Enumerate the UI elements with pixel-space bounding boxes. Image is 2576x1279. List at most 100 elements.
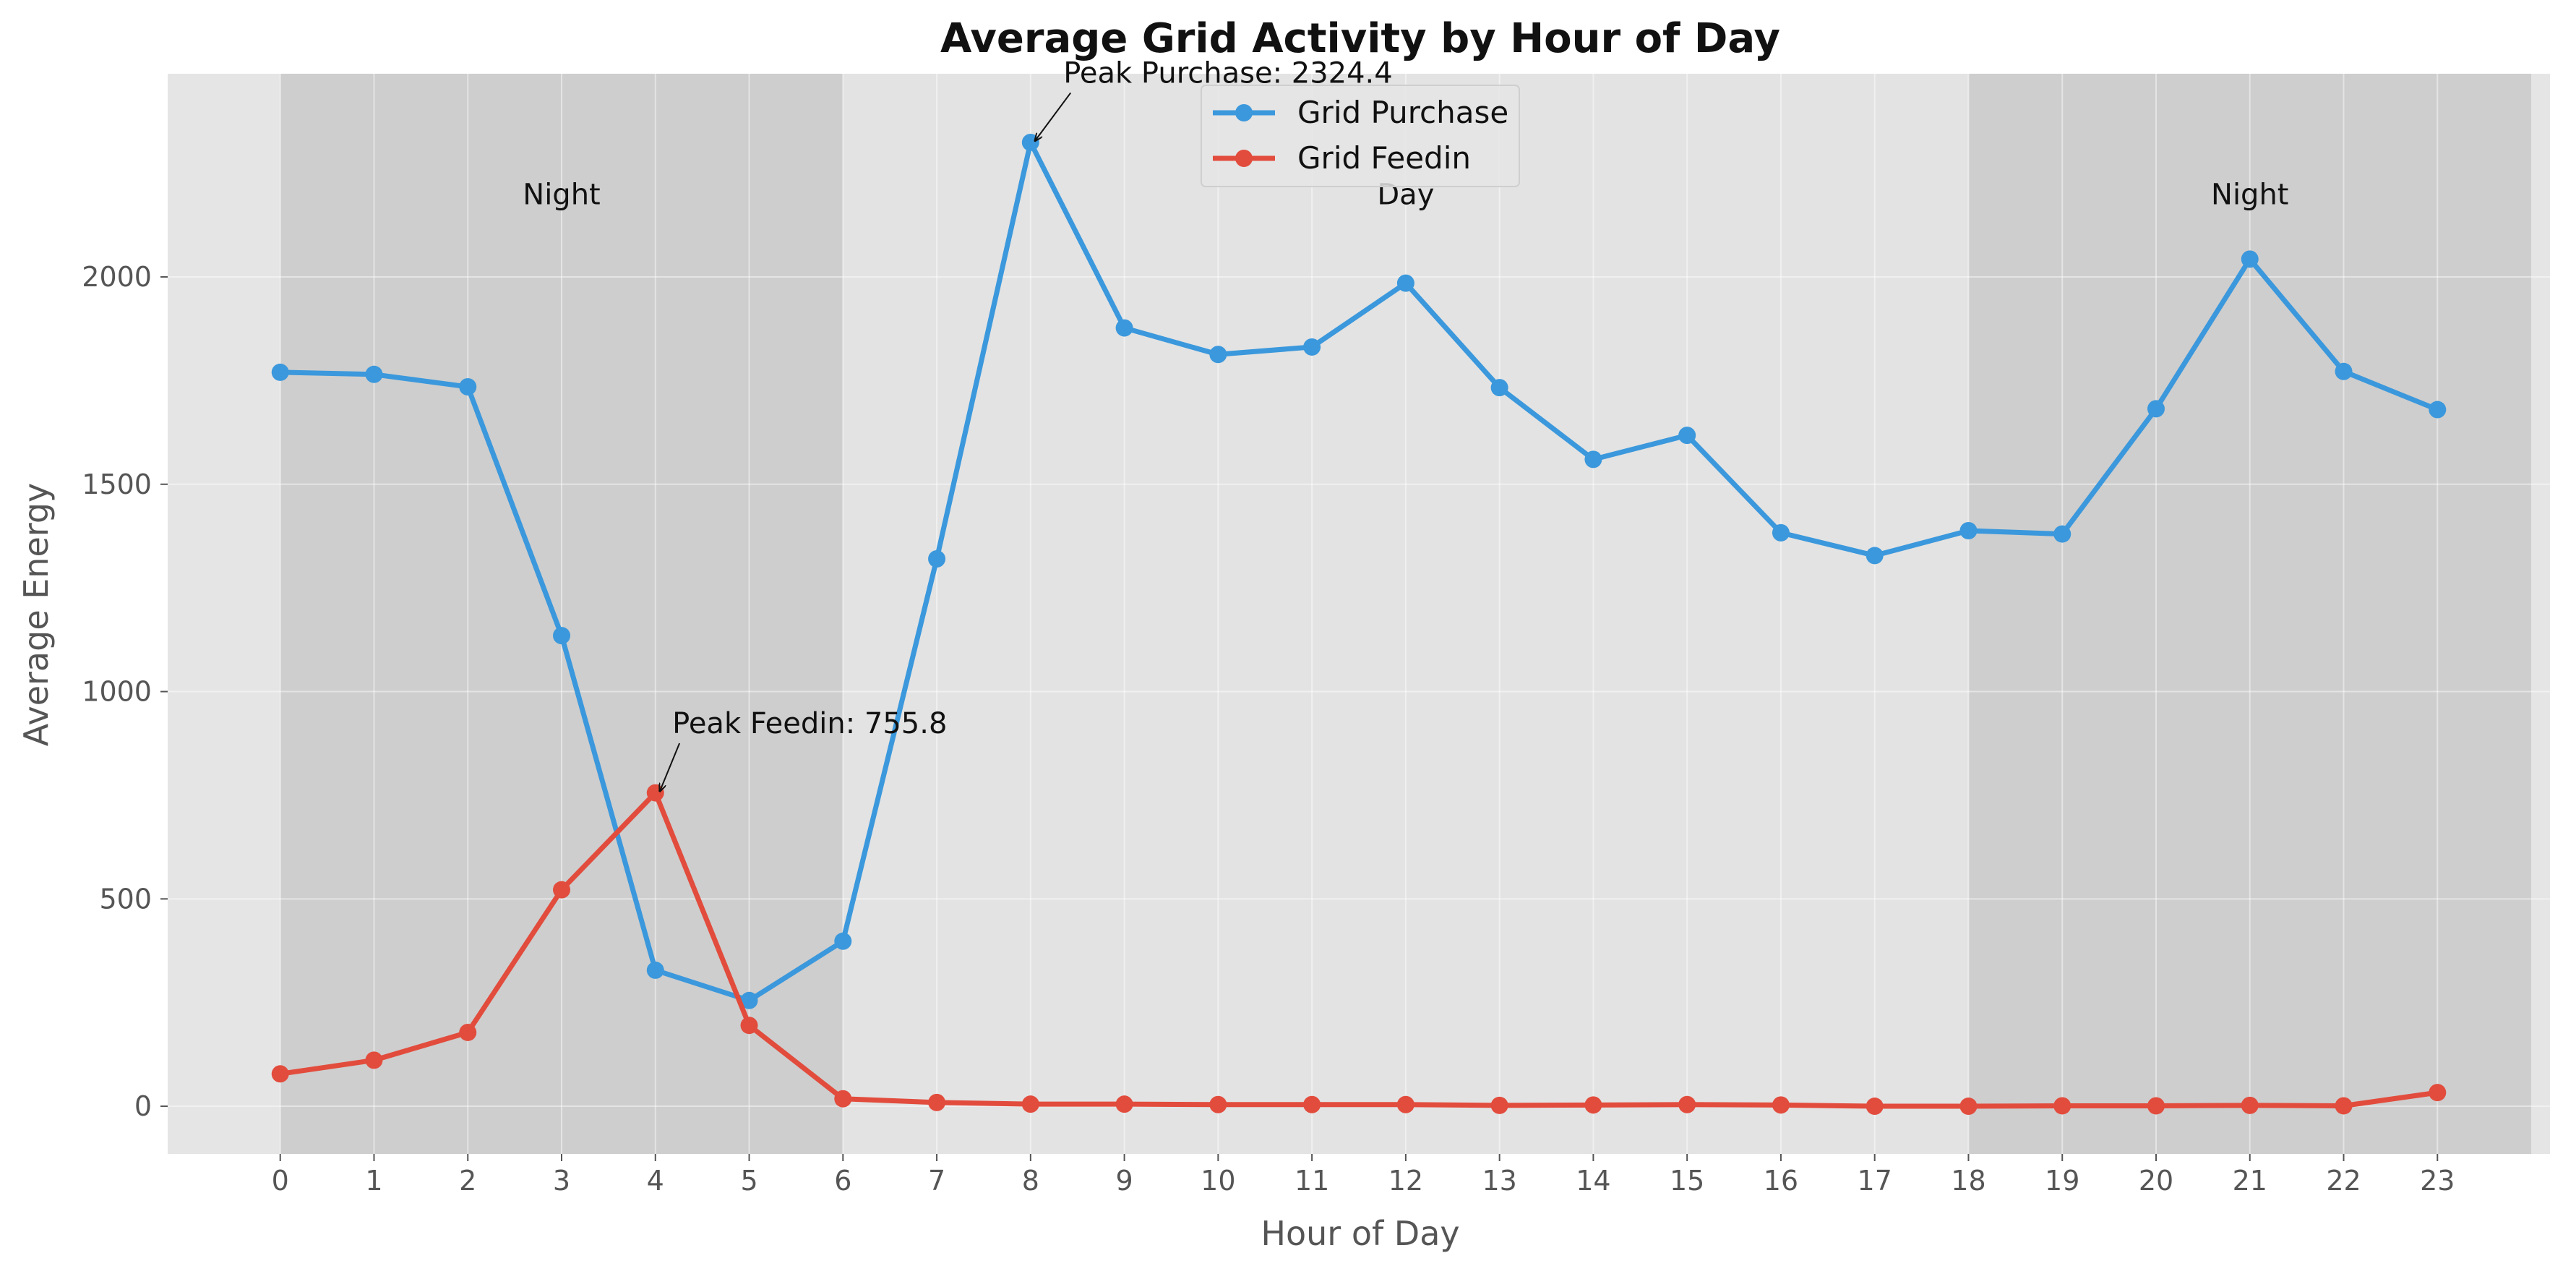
x-tick-label-3: 3 [553,1165,570,1197]
point-grid-feedin-18 [1959,1098,1978,1116]
point-grid-feedin-19 [2053,1097,2071,1115]
point-grid-purchase-1 [365,365,383,383]
x-tick-label-22: 22 [2326,1165,2361,1197]
x-tick-label-5: 5 [740,1165,757,1197]
point-grid-feedin-15 [1678,1095,1696,1113]
x-tick-label-9: 9 [1115,1165,1133,1197]
x-tick-label-10: 10 [1201,1165,1235,1197]
x-tick-label-17: 17 [1858,1165,1892,1197]
annotation-arrow-1 [660,743,681,792]
point-grid-purchase-0 [271,363,289,381]
point-grid-feedin-2 [459,1023,477,1041]
point-grid-feedin-20 [2147,1097,2165,1115]
x-tick-label-6: 6 [834,1165,851,1197]
y-tick-label-2000: 2000 [82,261,152,293]
y-tick-label-500: 500 [99,883,152,915]
series-line-grid-feedin [278,790,2440,1109]
point-grid-feedin-16 [1772,1096,1790,1114]
x-tick-label-4: 4 [647,1165,664,1197]
x-tick-label-12: 12 [1388,1165,1423,1197]
x-tick-label-11: 11 [1295,1165,1329,1197]
point-grid-feedin-7 [928,1093,946,1111]
point-grid-purchase-22 [2335,362,2353,380]
x-tick-label-15: 15 [1670,1165,1704,1197]
annotation-text-0: Peak Purchase: 2324.4 [1063,56,1393,90]
annotation-text-1: Peak Feedin: 755.8 [672,707,947,740]
x-tick-label-20: 20 [2139,1165,2173,1197]
legend-marker-grid-purchase [1235,104,1253,121]
point-grid-purchase-7 [928,550,946,568]
point-grid-purchase-18 [1959,522,1978,540]
annotation-arrow-0 [1035,92,1072,141]
point-grid-purchase-9 [1115,319,1133,337]
point-grid-feedin-14 [1584,1096,1602,1114]
legend-label-grid-feedin: Grid Feedin [1297,140,1471,176]
point-grid-feedin-17 [1866,1098,1884,1116]
x-tick-label-0: 0 [272,1165,289,1197]
point-grid-purchase-16 [1772,523,1790,542]
x-axis-ticks: 0 1 2 3 4 5 6 7 8 9 10 11 12 13 14 15 16 17 18 19 20 21 22 23 [272,1154,2455,1197]
point-grid-feedin-1 [365,1051,383,1069]
point-grid-feedin-0 [271,1065,289,1083]
point-grid-purchase-17 [1866,547,1884,565]
point-grid-feedin-10 [1209,1095,1227,1113]
x-tick-label-8: 8 [1022,1165,1039,1197]
region-label-night-2: Night [2211,178,2288,211]
point-grid-purchase-19 [2053,525,2071,543]
x-tick-label-18: 18 [1951,1165,1985,1197]
region-day-1 [843,74,1969,1154]
point-grid-feedin-23 [2429,1084,2447,1102]
x-tick-label-1: 1 [365,1165,382,1197]
point-grid-purchase-21 [2241,250,2259,268]
point-grid-purchase-23 [2429,401,2447,419]
point-grid-purchase-20 [2147,400,2165,418]
legend-marker-grid-feedin [1235,150,1253,167]
x-tick-label-14: 14 [1576,1165,1610,1197]
y-axis-label: Average Energy [17,483,56,747]
point-grid-feedin-11 [1303,1095,1321,1113]
point-grid-purchase-14 [1584,450,1602,469]
annotations: Peak Purchase: 2324.4 Peak Feedin: 755.8 [660,56,1393,791]
legend-label-grid-purchase: Grid Purchase [1297,95,1508,130]
x-tick-label-19: 19 [2045,1165,2079,1197]
series-group [271,133,2447,1116]
x-tick-label-13: 13 [1482,1165,1516,1197]
chart-title: Average Grid Activity by Hour of Day [940,15,1780,62]
x-axis-label: Hour of Day [1261,1214,1459,1253]
point-grid-purchase-3 [553,627,571,645]
x-tick-label-21: 21 [2233,1165,2267,1197]
legend-box [1201,85,1520,187]
point-grid-feedin-3 [553,881,571,899]
region-label-night-0: Night [523,178,600,211]
gridlines [168,74,2550,1154]
x-tick-label-7: 7 [928,1165,945,1197]
legend: Grid Purchase Grid Feedin [1201,85,1520,187]
point-grid-feedin-8 [1021,1095,1039,1113]
point-grid-purchase-5 [740,991,758,1009]
point-grid-purchase-8 [1021,133,1039,151]
point-grid-purchase-13 [1490,379,1508,397]
region-night-0 [280,74,843,1154]
point-grid-feedin-5 [740,1017,758,1035]
series-line-grid-purchase [278,140,2440,1004]
x-tick-label-16: 16 [1764,1165,1798,1197]
point-grid-purchase-12 [1396,274,1414,292]
y-tick-label-1000: 1000 [82,676,152,708]
y-tick-label-0: 0 [134,1090,152,1122]
y-axis-ticks: 0 500 1000 1500 2000 [82,261,168,1122]
point-grid-purchase-6 [834,932,852,950]
point-grid-feedin-6 [834,1090,852,1108]
point-grid-purchase-11 [1303,338,1321,356]
point-grid-feedin-22 [2335,1097,2353,1115]
x-tick-label-2: 2 [459,1165,476,1197]
point-grid-feedin-21 [2241,1096,2259,1114]
point-grid-feedin-12 [1396,1095,1414,1113]
y-tick-label-1500: 1500 [82,469,152,500]
point-grid-purchase-2 [459,378,477,396]
point-grid-feedin-13 [1490,1096,1508,1114]
point-grid-purchase-10 [1209,346,1227,364]
point-grid-purchase-4 [646,961,664,979]
x-tick-label-23: 23 [2420,1165,2455,1197]
